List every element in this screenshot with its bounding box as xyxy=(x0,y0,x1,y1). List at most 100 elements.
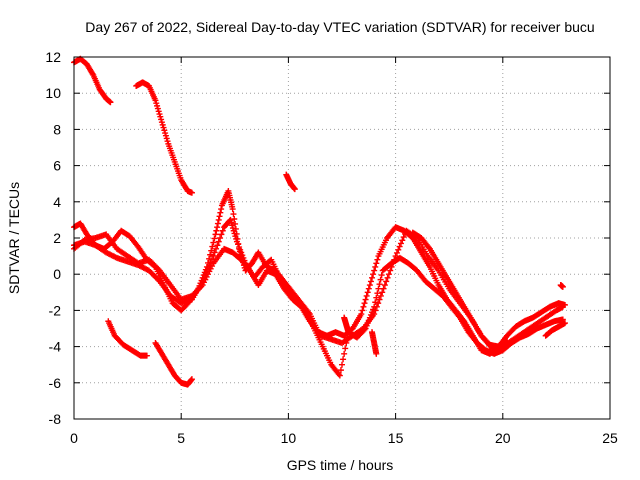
data-point xyxy=(392,253,399,260)
series-prn-j xyxy=(369,329,380,357)
y-tick-label: -8 xyxy=(49,411,62,427)
data-point xyxy=(358,311,365,318)
series-prn-i xyxy=(341,314,352,336)
data-point xyxy=(107,99,114,106)
data-point xyxy=(387,267,394,274)
data-point xyxy=(228,219,235,226)
x-tick-label: 0 xyxy=(70,430,78,446)
data-point xyxy=(559,303,566,310)
data-point xyxy=(239,252,246,259)
data-point xyxy=(385,271,392,278)
x-tick-label: 5 xyxy=(177,430,185,446)
data-point xyxy=(188,189,195,196)
data-point xyxy=(211,249,218,256)
data-marks xyxy=(71,55,568,388)
data-point xyxy=(339,361,345,368)
data-point xyxy=(210,239,217,246)
data-point xyxy=(396,243,403,250)
data-point xyxy=(238,249,245,256)
chart-title: Day 267 of 2022, Sidereal Day-to-day VTE… xyxy=(85,19,594,35)
data-point xyxy=(561,320,568,327)
data-point xyxy=(341,350,348,357)
data-point xyxy=(158,119,165,126)
data-point xyxy=(227,216,234,223)
x-axis-label: GPS time / hours xyxy=(287,457,394,473)
data-point xyxy=(384,274,391,281)
data-point xyxy=(371,311,378,318)
series-prn-m xyxy=(409,229,511,350)
data-point xyxy=(217,235,224,241)
data-point xyxy=(214,242,221,249)
y-axis-label: SDTVAR / TECUs xyxy=(6,182,22,294)
data-point xyxy=(370,271,377,278)
series-prn-d xyxy=(152,339,195,388)
data-point xyxy=(162,132,169,139)
data-point xyxy=(188,376,195,383)
data-point xyxy=(152,97,159,104)
data-point xyxy=(377,276,384,283)
data-point xyxy=(217,209,224,216)
data-point xyxy=(230,211,237,218)
data-point xyxy=(373,294,380,301)
data-point xyxy=(153,100,160,107)
data-point xyxy=(154,102,161,109)
grid xyxy=(74,57,610,419)
data-point xyxy=(155,108,162,115)
y-tick-label: 6 xyxy=(53,158,61,174)
data-point xyxy=(219,227,226,234)
y-tick-label: 12 xyxy=(45,49,61,65)
data-point xyxy=(381,282,388,289)
data-point xyxy=(218,231,225,238)
data-point xyxy=(336,372,343,379)
data-point xyxy=(389,260,396,267)
y-tick-label: -4 xyxy=(49,339,62,355)
y-tick-label: 4 xyxy=(53,194,61,210)
series-prn-k xyxy=(542,320,568,339)
data-point xyxy=(375,285,382,292)
data-point xyxy=(212,231,219,238)
data-point xyxy=(213,227,220,234)
series-prn-l xyxy=(557,282,566,290)
data-point xyxy=(207,251,214,258)
data-point xyxy=(164,138,171,145)
data-point xyxy=(373,350,380,357)
data-point xyxy=(143,352,150,359)
data-point xyxy=(377,292,384,299)
y-tick-label: -6 xyxy=(49,375,62,391)
data-point xyxy=(291,186,298,193)
data-point xyxy=(237,246,244,253)
data-point xyxy=(374,290,381,297)
data-point xyxy=(379,289,386,296)
data-point xyxy=(229,225,236,232)
data-point xyxy=(159,121,166,128)
data-point xyxy=(362,296,369,303)
data-point xyxy=(162,130,169,137)
data-point xyxy=(163,135,170,142)
data-point xyxy=(157,113,164,120)
x-tick-label: 20 xyxy=(495,430,511,446)
data-point xyxy=(383,278,390,285)
data-point xyxy=(233,235,240,242)
data-point xyxy=(216,213,223,220)
y-tick-label: 2 xyxy=(53,230,61,246)
data-point xyxy=(371,267,378,274)
series-prn-e xyxy=(283,171,298,193)
data-point xyxy=(395,246,402,253)
data-point xyxy=(232,233,239,240)
data-point xyxy=(360,303,367,310)
data-point xyxy=(211,235,218,242)
data-point xyxy=(337,367,344,374)
data-point xyxy=(559,283,566,290)
data-point xyxy=(218,206,225,213)
data-point xyxy=(372,307,379,314)
data-point xyxy=(156,111,163,118)
data-point xyxy=(160,124,167,131)
data-point xyxy=(391,256,398,263)
data-point xyxy=(215,238,222,245)
data-point xyxy=(365,285,372,292)
data-point xyxy=(233,238,240,245)
series-prn-h xyxy=(71,227,566,352)
series-prn-c xyxy=(105,318,150,359)
data-point xyxy=(378,272,385,279)
data-point xyxy=(373,260,380,267)
